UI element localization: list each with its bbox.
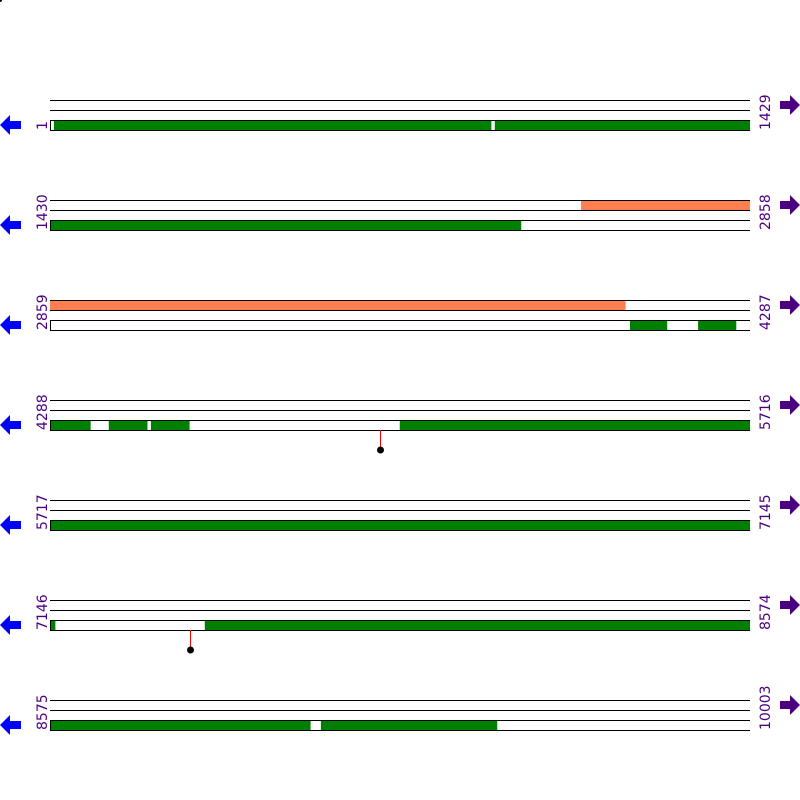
arrow-left-icon[interactable] <box>0 415 21 435</box>
arrow-right-icon[interactable] <box>780 295 800 315</box>
row-end-label: 1429 <box>758 94 774 130</box>
row-end-label: 7145 <box>758 494 774 530</box>
feature-green <box>629 320 668 330</box>
sequence-row: 7146 8574 <box>0 594 800 654</box>
arrow-left-icon[interactable] <box>0 215 21 235</box>
marker-head <box>187 646 194 654</box>
arrow-right-icon[interactable] <box>780 395 800 415</box>
feature-green <box>320 720 498 730</box>
sequence-row: 8575 10003 <box>0 685 800 735</box>
sequence-row: 5717 7145 <box>0 494 800 535</box>
row-end-label: 10003 <box>758 685 774 730</box>
arrow-left-icon[interactable] <box>0 115 21 135</box>
row-start-label: 8575 <box>35 694 51 730</box>
feature-green <box>50 520 750 530</box>
feature-green <box>150 420 190 430</box>
arrow-right-icon[interactable] <box>780 95 800 115</box>
arrow-right-icon[interactable] <box>780 695 800 715</box>
sequence-row: 1430 2858 <box>0 194 800 235</box>
feature-green <box>494 120 750 130</box>
sequence-row: 2859 4287 <box>0 294 800 335</box>
arrow-left-icon[interactable] <box>0 515 21 535</box>
row-start-label: 4288 <box>35 394 51 430</box>
sequence-row: 1 1429 <box>0 94 800 135</box>
row-start-label: 5717 <box>35 494 51 530</box>
arrow-right-icon[interactable] <box>780 195 800 215</box>
feature-green <box>698 320 737 330</box>
row-end-label: 8574 <box>758 594 774 630</box>
feature-green <box>204 620 750 630</box>
feature-orange <box>581 200 750 210</box>
feature-orange <box>50 300 626 310</box>
feature-green <box>399 420 750 430</box>
arrow-right-icon[interactable] <box>780 495 800 515</box>
marker-head <box>377 446 384 454</box>
feature-green <box>50 720 311 730</box>
corner-dot <box>0 0 2 2</box>
feature-green <box>108 420 148 430</box>
row-start-label: 1430 <box>35 194 51 230</box>
arrow-right-icon[interactable] <box>780 595 800 615</box>
row-end-label: 2858 <box>758 194 774 230</box>
row-end-label: 4287 <box>758 294 774 330</box>
row-start-label: 1 <box>35 121 51 130</box>
row-start-label: 7146 <box>35 594 51 630</box>
feature-green <box>50 420 91 430</box>
arrow-left-icon[interactable] <box>0 615 21 635</box>
arrow-left-icon[interactable] <box>0 715 21 735</box>
row-start-label: 2859 <box>35 294 51 330</box>
sequence-row: 4288 5716 <box>0 394 800 454</box>
feature-green <box>53 120 492 130</box>
row-end-label: 5716 <box>758 394 774 430</box>
feature-green <box>50 220 522 230</box>
feature-green <box>50 620 56 630</box>
arrow-left-icon[interactable] <box>0 315 21 335</box>
